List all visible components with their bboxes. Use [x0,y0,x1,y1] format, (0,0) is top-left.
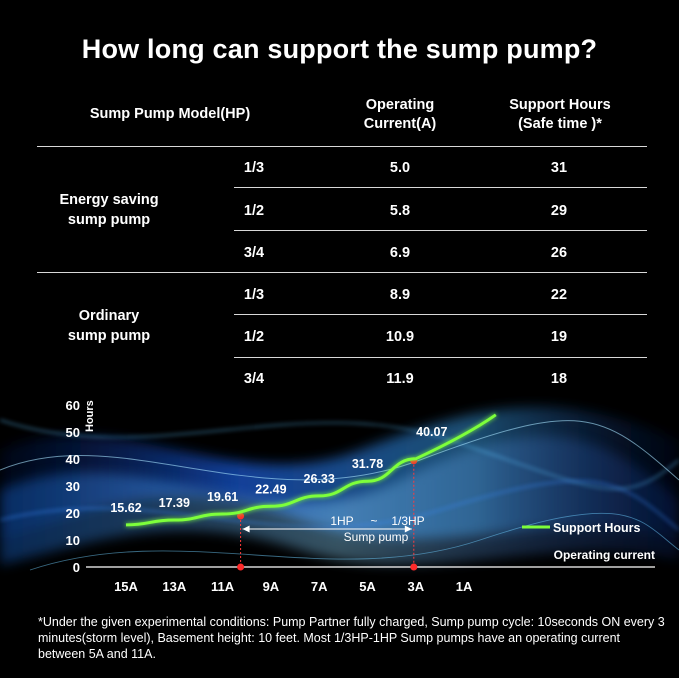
header-hours-line1: Support Hours [509,97,611,113]
data-label: 15.62 [110,501,141,515]
group-label-energy-saving: Energy saving sump pump [34,190,184,230]
header-current-line1: Operating [365,97,435,113]
range-axis-marker-left [237,563,245,571]
cell-hp: 1/2 [243,203,265,219]
range-axis-marker-right [410,563,418,571]
data-label: 17.39 [159,496,190,510]
cell-hp: 3/4 [243,371,265,387]
x-tick-label: 11A [211,579,235,594]
data-label: 31.78 [352,457,383,471]
cell-hp: 1/2 [243,329,265,345]
range-arrow-left [242,525,250,533]
x-tick-label: 9A [263,579,280,594]
cell-hours: 18 [550,371,568,387]
cell-hours: 22 [550,287,568,303]
header-model: Sump Pump Model(HP) [89,106,251,122]
y-tick-label: 60 [66,398,80,413]
table-divider [37,272,647,273]
range-label-tilde: ~ [370,514,377,528]
table-divider [234,230,647,231]
y-tick-label: 40 [66,452,80,467]
x-tick-label: 15A [114,579,138,594]
range-arrow-right [404,525,412,533]
x-tick-label: 7A [311,579,328,594]
y-tick-label: 10 [66,533,80,548]
cell-current: 5.8 [389,203,411,219]
range-marker-left [237,512,245,520]
background-waves [0,407,679,571]
group-label-line1: Energy saving [59,192,159,208]
cell-hp: 1/3 [243,160,265,176]
range-label-1hp: 1HP [330,514,353,528]
data-label: 19.61 [207,490,238,504]
cell-current: 8.9 [389,287,411,303]
group-label-line1: Ordinary [78,308,140,324]
y-tick-label: 0 [73,560,80,575]
header-hours-line2: (Safe time )* [518,116,602,132]
x-tick-label: 3A [407,579,424,594]
group-label-line2: sump pump [67,328,151,344]
series-line-support-hours [125,413,497,527]
group-label-line2: sump pump [67,212,151,228]
cell-current: 11.9 [386,371,414,387]
header-hours: Support Hours (Safe time )* [490,96,630,134]
table-divider [234,314,647,315]
x-tick-label: 1A [456,579,473,594]
table-divider [37,146,647,147]
table-divider [234,357,647,358]
y-tick-label: 30 [66,479,80,494]
table-divider [234,187,647,188]
x-tick-label: 13A [162,579,186,594]
footnote: *Under the given experimental conditions… [38,615,665,661]
cell-current: 6.9 [389,245,411,261]
range-label-13hp: 1/3HP [391,514,424,528]
y-tick-label: 20 [66,506,80,521]
cell-current: 10.9 [385,329,415,345]
legend-label: Support Hours [553,521,641,535]
y-axis-label: Hours [84,400,96,432]
header-current-line2: Current(A) [363,116,437,132]
data-label: 40.07 [416,425,447,439]
cell-hours: 26 [550,245,568,261]
data-label: 26.33 [304,472,335,486]
x-tick-label: 5A [359,579,376,594]
cell-current: 5.0 [389,160,411,176]
data-label: 22.49 [255,482,286,496]
range-label-sump-pump: Sump pump [344,530,409,544]
x-axis-label: Operating current [554,548,655,562]
cell-hp: 1/3 [243,287,265,303]
page-title: How long can support the sump pump? [81,34,598,64]
group-label-ordinary: Ordinary sump pump [34,306,184,346]
cell-hp: 3/4 [243,245,265,261]
cell-hours: 31 [550,160,568,176]
header-current: Operating Current(A) [350,96,450,134]
support-hours-chart: 0 10 20 30 40 50 60 Hours 15A 13A 11A 9A 7A 5A 3A 1A Ope… [0,398,679,594]
cell-hours: 29 [550,203,568,219]
cell-hours: 19 [550,329,568,345]
y-tick-label: 50 [66,425,80,440]
